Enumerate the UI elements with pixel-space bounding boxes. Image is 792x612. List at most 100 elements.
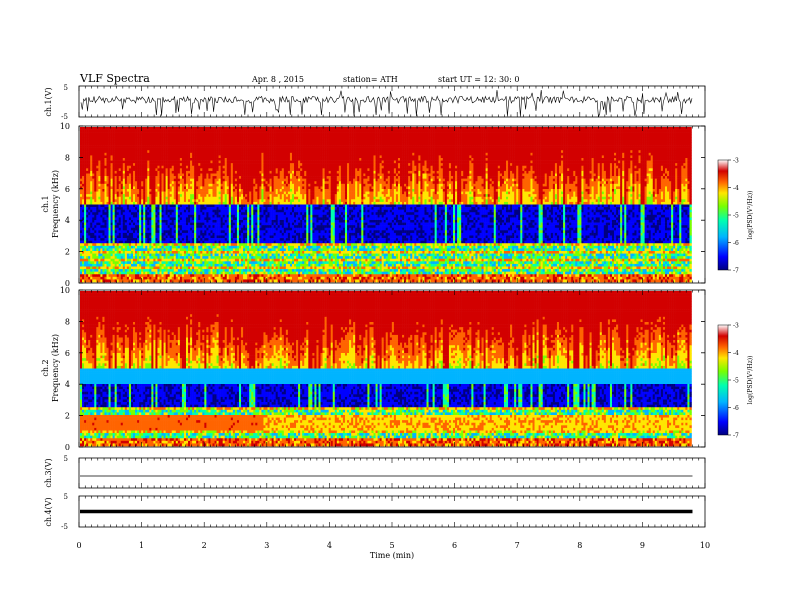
spectrogram-cell	[563, 145, 565, 148]
spectrogram-cell	[143, 145, 145, 148]
spectrogram-cell	[237, 130, 239, 133]
spectrogram-cell	[131, 130, 133, 133]
spectrogram-cell	[563, 132, 565, 135]
spectrogram-cell	[410, 145, 412, 148]
spectrogram-cell	[600, 145, 602, 148]
spectrogram-cell	[255, 132, 257, 135]
spectrogram-cell	[382, 130, 384, 133]
spectrogram-cell	[636, 143, 638, 146]
spectrogram-cell	[115, 148, 117, 151]
spectrogram-cell	[261, 140, 263, 143]
spectrogram-cell	[117, 137, 119, 140]
spectrogram-cell	[102, 132, 104, 135]
spectrogram-cell	[371, 148, 373, 151]
spectrogram-cell	[237, 145, 239, 148]
spectrogram-cell	[634, 137, 636, 140]
spectrogram-cell	[502, 127, 504, 130]
spectrogram-cell	[80, 145, 82, 148]
spectrogram-cell	[102, 145, 104, 148]
spectrogram-cell	[671, 145, 673, 148]
spectrogram-cell	[394, 145, 396, 148]
spectrogram-cell	[202, 143, 204, 146]
spectrogram-cell	[153, 145, 155, 148]
spectrogram-cell	[107, 143, 109, 146]
spectrogram-cell	[571, 140, 573, 143]
spectrogram-cell	[92, 132, 94, 135]
spectrogram-cell	[498, 135, 500, 138]
spectrogram-cell	[522, 148, 524, 151]
spectrogram-cell	[630, 143, 632, 146]
spectrogram-cell	[689, 148, 691, 151]
spectrogram-cell	[376, 130, 378, 133]
spectrogram-cell	[477, 148, 479, 151]
spectrogram-cell	[506, 127, 508, 130]
spectrogram-cell	[239, 140, 241, 143]
spectrogram-cell	[504, 145, 506, 148]
spectrogram-cell	[614, 148, 616, 151]
spectrogram-cell	[616, 132, 618, 135]
spectrogram-cell	[94, 140, 96, 143]
spectrogram-cell	[253, 145, 255, 148]
spectrogram-cell	[594, 130, 596, 133]
spectrogram-cell	[588, 145, 590, 148]
spectrogram-cell	[647, 145, 649, 148]
spectrogram-cell	[514, 127, 516, 130]
spectrogram-cell	[162, 148, 164, 151]
spectrogram-cell	[374, 137, 376, 140]
spectrogram-cell	[131, 132, 133, 135]
spectrogram-cell	[622, 137, 624, 140]
spectrogram-cell	[539, 145, 541, 148]
spectrogram-cell	[325, 143, 327, 146]
spectrogram-cell	[602, 132, 604, 135]
spectrogram-cell	[657, 143, 659, 146]
spectrogram-cell	[94, 150, 96, 153]
spectrogram-cell	[435, 132, 437, 135]
spectrogram-cell	[182, 127, 184, 130]
spectrogram-cell	[535, 130, 537, 133]
spectrogram-cell	[298, 140, 300, 143]
spectrogram-cell	[227, 130, 229, 133]
spectrogram-cell	[412, 130, 414, 133]
spectrogram-cell	[477, 143, 479, 146]
spectrogram-cell	[335, 137, 337, 140]
spectrogram-cell	[117, 132, 119, 135]
spectrogram-cell	[90, 140, 92, 143]
spectrogram-cell	[331, 148, 333, 151]
spectrogram-cell	[473, 143, 475, 146]
spectrogram-cell	[537, 135, 539, 138]
spectrogram-cell	[653, 132, 655, 135]
spectrogram-cell	[227, 132, 229, 135]
spectrogram-cell	[473, 140, 475, 143]
spectrogram-cell	[302, 148, 304, 151]
spectrogram-cell	[369, 135, 371, 138]
spectrogram-cell	[659, 127, 661, 130]
spectrogram-cell	[276, 143, 278, 146]
spectrogram-cell	[272, 137, 274, 140]
spectrogram-cell	[510, 145, 512, 148]
spectrogram-cell	[166, 150, 168, 153]
spectrogram-cell	[157, 150, 159, 153]
spectrogram-cell	[94, 127, 96, 130]
spectrogram-cell	[184, 150, 186, 153]
spectrogram-cell	[257, 145, 259, 148]
spectrogram-cell	[257, 137, 259, 140]
spectrogram-cell	[304, 148, 306, 151]
spectrogram-cell	[551, 143, 553, 146]
spectrogram-cell	[331, 145, 333, 148]
spectrogram-cell	[606, 132, 608, 135]
spectrogram-cell	[687, 135, 689, 138]
spectrogram-cell	[473, 130, 475, 133]
spectrogram-cell	[400, 145, 402, 148]
spectrogram-cell	[100, 127, 102, 130]
spectrogram-cell	[581, 130, 583, 133]
spectrogram-cell	[386, 130, 388, 133]
spectrogram-cell	[553, 143, 555, 146]
spectrogram-cell	[129, 145, 131, 148]
spectrogram-cell	[600, 137, 602, 140]
spectrogram-cell	[343, 130, 345, 133]
spectrogram-cell	[404, 132, 406, 135]
spectrogram-cell	[431, 130, 433, 133]
spectrogram-cell	[249, 143, 251, 146]
spectrogram-cell	[196, 150, 198, 153]
spectrogram-cell	[630, 145, 632, 148]
